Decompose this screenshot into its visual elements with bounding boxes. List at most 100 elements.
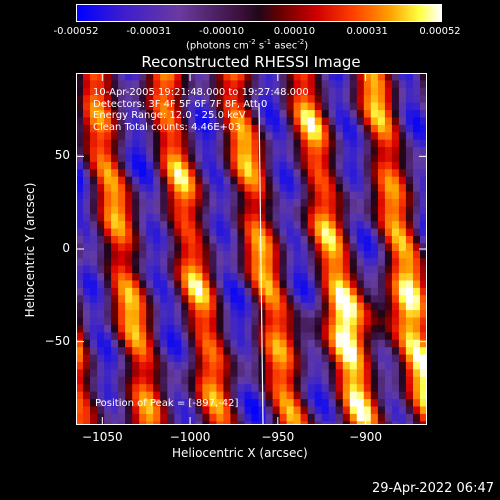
heatmap-cell [356,310,365,319]
heatmap-cell [97,154,105,163]
heatmap-cell [258,169,267,178]
heatmap-cell [111,325,119,333]
heatmap-cell [76,117,84,126]
heatmap-cell [307,184,316,193]
heatmap-cell [293,161,302,170]
heatmap-cell [377,184,386,193]
heatmap-cell [413,228,421,237]
heatmap-cell [321,73,330,81]
heatmap-cell [195,280,203,289]
heatmap-cell [251,213,260,222]
heatmap-cell [174,250,182,259]
heatmap-cell [300,169,309,178]
heatmap-cell [237,258,246,267]
heatmap-cell [398,332,407,341]
heatmap-cell [307,302,316,311]
heatmap-cell [202,399,210,408]
heatmap-cell [328,191,337,200]
heatmap-cell [293,421,302,425]
heatmap-cell [328,124,337,133]
heatmap-cell [90,369,98,378]
heatmap-cell [181,213,189,222]
heatmap-cell [391,236,400,244]
heatmap-cell [146,95,154,104]
heatmap-cell [307,124,316,133]
heatmap-cell [216,95,224,104]
heatmap-cell [202,258,210,267]
heatmap-cell [139,310,147,319]
heatmap-cell [349,376,358,385]
heatmap-cell [153,250,161,259]
heatmap-cell [181,206,189,215]
heatmap-cell [90,132,98,141]
heatmap-cell [97,191,105,200]
heatmap-cell [314,376,323,385]
heatmap-cell [202,199,210,207]
heatmap-cell [209,95,217,104]
heatmap-cell [244,176,253,185]
heatmap-cell [413,117,421,126]
heatmap-cell [335,228,344,237]
heatmap-cell [160,73,168,81]
heatmap-cell [160,206,168,215]
heatmap-cell [293,273,302,282]
heatmap-cell [314,265,323,274]
heatmap-cell [342,280,351,289]
heatmap-cell [300,399,309,408]
heatmap-cell [342,221,351,230]
heatmap-cell [188,199,196,207]
heatmap-cell [153,280,161,289]
heatmap-cell [391,280,400,289]
info-method: Clean Total counts: 4.46E+03 [93,121,241,133]
heatmap-cell [83,369,91,378]
heatmap-cell [139,391,147,400]
heatmap-cell [104,354,112,363]
heatmap-cell [300,228,309,237]
heatmap-cell [321,243,330,252]
heatmap-cell [321,199,330,207]
heatmap-cell [391,250,400,259]
heatmap-cell [398,206,407,215]
heatmap-cell [342,110,351,119]
heatmap-cell [146,139,154,148]
heatmap-cell [258,199,267,207]
heatmap-cell [216,236,224,244]
heatmap-cell [237,280,246,289]
heatmap-cell [160,347,168,356]
heatmap-cell [314,243,323,252]
heatmap-cell [300,95,309,104]
heatmap-cell [391,228,400,237]
heatmap-cell [398,280,407,289]
heatmap-cell [97,95,105,104]
heatmap-cell [244,421,253,425]
heatmap-cell [265,124,274,133]
heatmap-cell [314,295,323,304]
heatmap-cell [356,191,365,200]
heatmap-cell [146,199,154,207]
heatmap-cell [146,406,154,415]
heatmap-cell [398,169,407,178]
heatmap-cell [216,280,224,289]
heatmap-cell [237,95,246,104]
heatmap-cell [76,169,84,178]
heatmap-cell [335,280,344,289]
heatmap-cell [356,287,365,296]
heatmap-cell [286,243,295,252]
heatmap-cell [286,325,295,333]
heatmap-cell [349,124,358,133]
heatmap-cell [223,169,231,178]
heatmap-cell [146,384,154,393]
heatmap-cell [293,369,302,378]
heatmap-cell [314,80,323,89]
heatmap-cell [377,354,386,363]
heatmap-cell [363,280,372,289]
heatmap-cell [188,317,196,326]
heatmap-cell [377,376,386,385]
heatmap-cell [300,161,309,170]
heatmap-cell [356,132,365,141]
heatmap-cell [118,191,126,200]
heatmap-cell [209,250,217,259]
heatmap-cell [349,139,358,148]
heatmap-cell [398,369,407,378]
heatmap-cell [328,154,337,163]
